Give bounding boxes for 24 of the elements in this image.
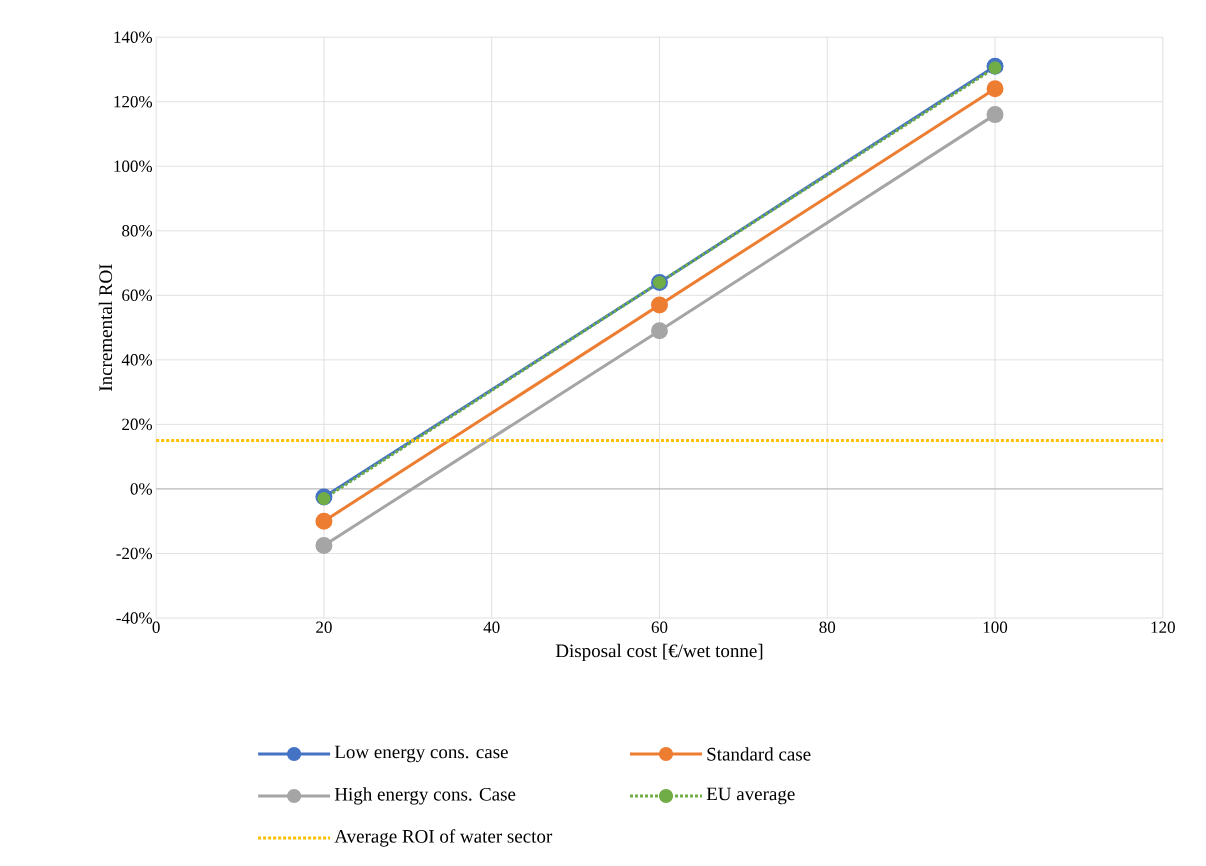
legend-label: Standard case [707, 747, 811, 761]
x-axis-title: Disposal cost [€/wet tonne] [555, 643, 763, 662]
y-tick-label: -40% [116, 612, 153, 624]
y-axis-title: Incremental ROI [98, 264, 113, 391]
y-tick-label: 80% [122, 224, 153, 237]
y-tick-label: 0% [130, 483, 153, 495]
legend-label: High energy cons. Case [334, 787, 516, 805]
x-tick-label: 120 [1151, 621, 1175, 633]
x-tick-label: 60 [651, 621, 668, 633]
x-tick-label: 80 [819, 621, 836, 633]
y-tick-label: 20% [122, 418, 153, 431]
legend-label: EU average [706, 787, 795, 805]
y-tick-label: 120% [114, 95, 153, 108]
y-tick-label: -20% [116, 547, 153, 560]
y-tick-label: 140% [114, 31, 153, 43]
x-tick-label: 100 [983, 621, 1008, 633]
legend-label: Low energy cons. case [334, 745, 508, 763]
y-tick-label: 100% [114, 160, 153, 172]
x-tick-label: 20 [316, 621, 332, 633]
x-tick-label: 0 [152, 621, 160, 633]
y-tick-label: 60% [122, 289, 153, 302]
y-tick-label: 40% [121, 354, 153, 366]
x-tick-label: 40 [483, 621, 500, 633]
legend-label: Average ROI of water sector [334, 829, 553, 847]
